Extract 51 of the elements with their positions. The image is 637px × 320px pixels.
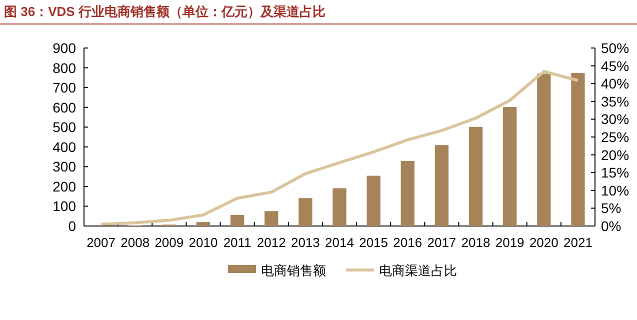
- x-tick-label: 2010: [188, 235, 218, 250]
- y-tick-label: 200: [52, 178, 76, 194]
- y2-tick-label: 15%: [601, 164, 630, 181]
- bar: [571, 72, 585, 226]
- y2-tick-label: 50%: [601, 40, 630, 56]
- y-tick-label: 700: [52, 80, 76, 96]
- y-tick-label: 600: [52, 99, 76, 116]
- x-tick-label: 2016: [393, 235, 422, 250]
- legend-label: 电商渠道占比: [379, 263, 457, 278]
- bar: [332, 188, 346, 226]
- y-tick-label: 300: [52, 158, 76, 175]
- y-tick-label: 400: [52, 138, 76, 155]
- y-tick-label: 500: [52, 119, 76, 136]
- y2-tick-label: 45%: [601, 58, 630, 74]
- bar: [434, 145, 449, 226]
- bar: [503, 106, 517, 226]
- bar: [537, 74, 551, 226]
- x-tick-label: 2011: [223, 235, 252, 250]
- y-tick-label: 800: [52, 60, 76, 76]
- x-tick-label: 2014: [325, 235, 354, 250]
- x-tick-label: 2017: [427, 235, 456, 250]
- x-tick-label: 2019: [495, 235, 524, 250]
- x-tick-label: 2018: [461, 235, 490, 250]
- bar: [230, 214, 244, 226]
- x-tick-label: 2012: [256, 235, 286, 250]
- bar: [196, 222, 210, 226]
- x-tick-label: 2021: [564, 235, 592, 250]
- y2-tick-label: 5%: [601, 200, 622, 216]
- y2-tick-label: 30%: [601, 111, 630, 128]
- x-tick-label: 2009: [154, 235, 184, 250]
- x-tick-label: 2007: [86, 235, 116, 250]
- y2-tick-label: 10%: [601, 182, 630, 198]
- x-tick-label: 2020: [529, 235, 558, 250]
- y-tick-label: 100: [52, 198, 76, 214]
- bar: [400, 160, 414, 226]
- bar: [468, 126, 483, 226]
- y2-tick-label: 0%: [601, 218, 622, 234]
- y2-tick-label: 20%: [601, 146, 630, 163]
- y-tick-label: 0: [68, 218, 76, 234]
- legend-label: 电商销售额: [261, 263, 326, 278]
- x-tick-label: 2013: [290, 235, 320, 250]
- x-tick-label: 2008: [120, 235, 150, 250]
- y-tick-label: 900: [52, 40, 76, 56]
- y2-tick-label: 40%: [601, 76, 630, 92]
- bar: [298, 198, 312, 226]
- x-tick-label: 2015: [359, 235, 388, 250]
- y2-tick-label: 25%: [601, 129, 630, 145]
- bar: [366, 176, 380, 226]
- title: 图 36：VDS 行业电商销售额（单位：亿元）及渠道占比: [4, 4, 326, 19]
- y2-tick-label: 35%: [601, 93, 630, 110]
- bar: [264, 211, 278, 226]
